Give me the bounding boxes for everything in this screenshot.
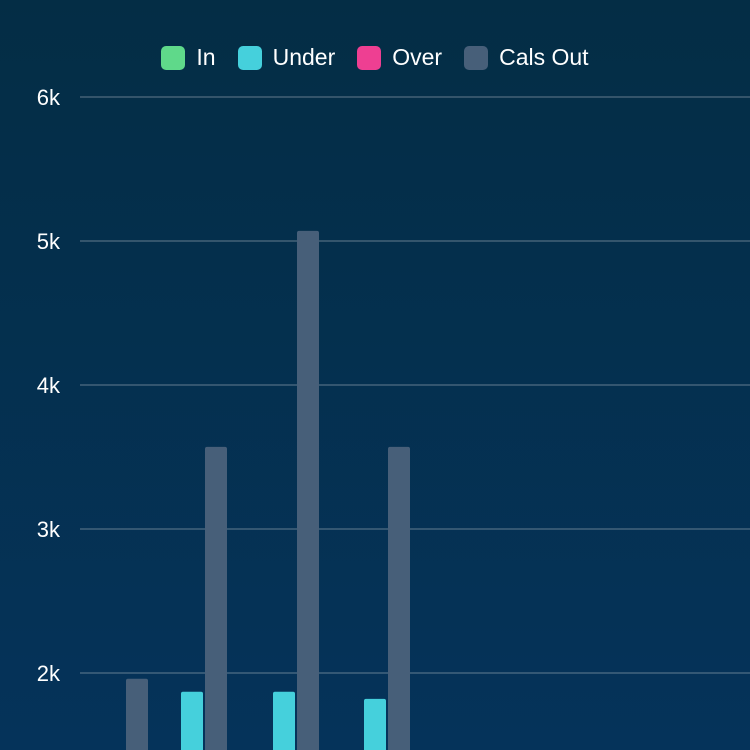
legend-swatch-cals-out: [464, 45, 489, 70]
bar-cals-out-3[interactable]: [297, 230, 319, 750]
bar-cals-out-2[interactable]: [205, 446, 227, 750]
legend-label-under: Under: [272, 44, 336, 70]
legend-item-under[interactable]: Under: [237, 44, 336, 71]
legend-label-over: Over: [392, 44, 443, 70]
y-axis-ticks: 2k 3k 4k 5k 6k: [37, 85, 61, 686]
y-tick-label-6k: 6k: [37, 85, 61, 110]
legend-swatch-in: [161, 45, 186, 70]
y-tick-label-5k: 5k: [37, 229, 61, 254]
gridlines: [80, 96, 750, 674]
legend-swatch-over: [357, 45, 382, 70]
bar-under-4[interactable]: [364, 698, 386, 750]
bar-cals-out-4[interactable]: [388, 446, 410, 750]
legend-label-cals-out: Cals Out: [499, 44, 589, 70]
chart-legend: In Under Over Cals Out: [0, 44, 750, 71]
bar-under-3[interactable]: [273, 691, 295, 750]
y-tick-label-4k: 4k: [37, 373, 61, 398]
legend-swatch-under: [237, 45, 262, 70]
legend-item-over[interactable]: Over: [357, 44, 442, 71]
legend-item-in[interactable]: In: [161, 44, 216, 71]
bars: [126, 230, 410, 750]
bar-cals-out-1[interactable]: [126, 678, 148, 750]
bar-under-2[interactable]: [181, 691, 203, 750]
y-tick-label-2k: 2k: [37, 661, 61, 686]
legend-item-cals-out[interactable]: Cals Out: [464, 44, 589, 71]
y-tick-label-3k: 3k: [37, 517, 61, 542]
legend-label-in: In: [196, 44, 216, 70]
